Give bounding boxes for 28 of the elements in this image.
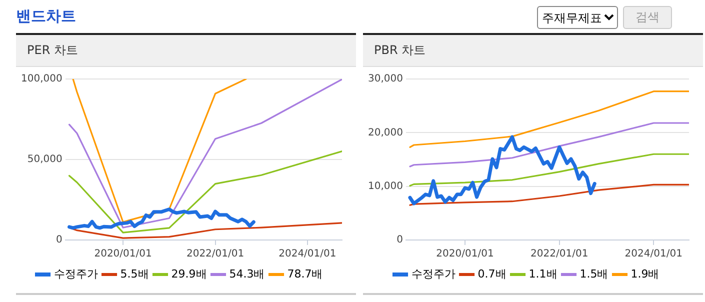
legend-label: 수정주가	[411, 267, 456, 280]
x-tick-label: 2024/01/01	[278, 248, 336, 260]
y-tick-label: 20,000	[368, 127, 403, 138]
y-tick-label: 0	[56, 234, 62, 246]
legend-label: 1.5배	[580, 267, 608, 280]
legend-label: 수정주가	[54, 267, 98, 280]
legend-label: 29.9배	[171, 267, 207, 280]
x-tick-label: 2022/01/01	[530, 248, 588, 260]
legend-label: 78.7배	[287, 267, 323, 280]
chart-title: PBR 차트	[363, 35, 703, 67]
text: 검색	[623, 6, 672, 29]
x-tick-label: 2022/01/01	[186, 248, 244, 260]
y-tick-label: 0	[396, 234, 403, 246]
y-tick-label: 30,000	[368, 74, 403, 85]
chart-title: PER 차트	[16, 35, 356, 67]
legend-label: 5.5배	[120, 267, 149, 280]
x-tick-label: 2024/01/01	[624, 248, 682, 260]
y-tick-label: 10,000	[368, 180, 403, 192]
text: 밴드차트	[16, 7, 76, 26]
legend-label: 54.3배	[229, 267, 265, 280]
legend-label: 1.1배	[528, 267, 558, 280]
dropdown-select: 주재무제표	[537, 6, 618, 29]
x-tick-label: 2020/01/01	[436, 248, 494, 260]
legend-label: 0.7배	[478, 267, 506, 280]
legend-label: 1.9배	[630, 267, 660, 280]
y-tick-label: 50,000	[27, 154, 62, 166]
y-tick-label: 100,000	[20, 74, 62, 85]
x-tick-label: 2020/01/01	[94, 248, 152, 260]
